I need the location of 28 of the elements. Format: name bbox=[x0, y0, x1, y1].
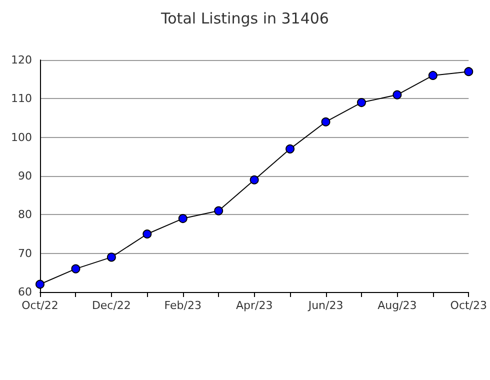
y-tick-label: 80 bbox=[18, 208, 32, 222]
point bbox=[178, 214, 188, 224]
point bbox=[286, 144, 295, 154]
point bbox=[142, 230, 152, 238]
x-tick-label: Jun/23 bbox=[307, 299, 344, 312]
point bbox=[464, 67, 474, 76]
point bbox=[356, 98, 366, 108]
y-tick-label: 70 bbox=[18, 246, 32, 260]
point bbox=[250, 175, 259, 184]
x-tick-label: Oct/22 bbox=[22, 299, 58, 312]
y-tick-label: 100 bbox=[11, 130, 32, 144]
point bbox=[392, 90, 402, 100]
y-tick-label: 120 bbox=[11, 54, 32, 66]
point bbox=[106, 252, 116, 262]
x-tick-label: Dec/22 bbox=[92, 299, 131, 312]
point bbox=[214, 206, 224, 216]
x-tick-label: Feb/23 bbox=[164, 299, 202, 312]
point bbox=[428, 70, 438, 80]
y-tick-label: 110 bbox=[11, 92, 32, 106]
y-tick-label: 90 bbox=[18, 170, 32, 182]
y-tick-label: 60 bbox=[18, 286, 32, 298]
chart-title: Total Listings in 31406 bbox=[160, 10, 329, 28]
point bbox=[321, 117, 330, 126]
point bbox=[36, 280, 44, 289]
point bbox=[71, 264, 80, 274]
x-tick-label: Apr/23 bbox=[236, 299, 273, 312]
x-tick-label: Aug/23 bbox=[378, 299, 417, 312]
x-tick-label: Oct/23 bbox=[450, 299, 488, 312]
